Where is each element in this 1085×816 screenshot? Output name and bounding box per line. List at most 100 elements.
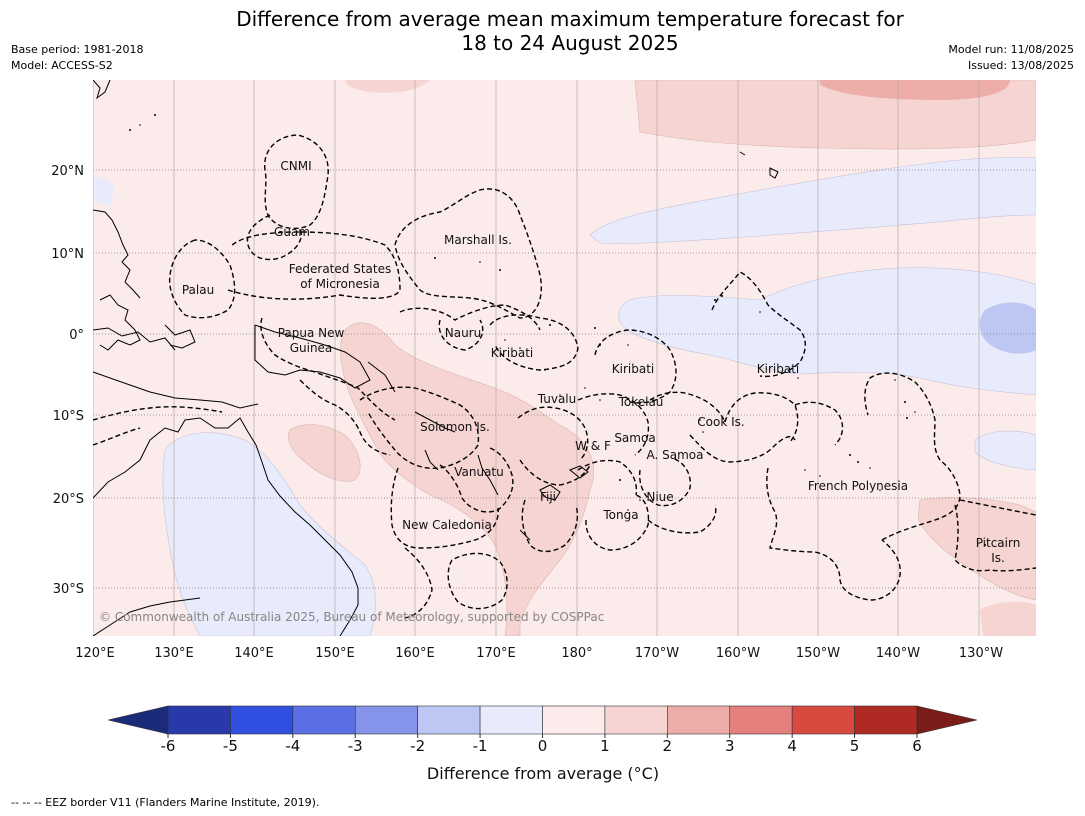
cool-blob-southeast — [974, 430, 1036, 471]
label-kiribati-east: Kiribati — [757, 362, 799, 376]
colorbar-tick-label: -2 — [410, 737, 425, 755]
meridians — [93, 80, 980, 636]
colorbar-label: Difference from average (°C) — [427, 764, 659, 783]
cool-core-east — [979, 302, 1036, 354]
colorbar-tick-label: -4 — [285, 737, 300, 755]
copyright-text: © Commonwealth of Australia 2025, Bureau… — [99, 610, 604, 624]
colorbar-segment — [604, 705, 668, 735]
label-fiji: Fiji — [540, 490, 556, 504]
lat-tick: 20°S — [53, 492, 84, 507]
label-guam: Guam — [274, 225, 310, 239]
lon-tick: 150°E — [315, 646, 355, 661]
model-run-text: Model run: 11/08/2025 — [948, 43, 1074, 56]
small-islands — [129, 114, 986, 546]
lon-tick: 160°E — [395, 646, 435, 661]
colorbar-segment — [354, 705, 418, 735]
label-american-samoa: A. Samoa — [647, 448, 704, 462]
colorbar-tick-label: -1 — [473, 737, 488, 755]
colorbar: -6 -5 -4 -3 -2 -1 0 1 2 3 4 5 6 Difference from aver… — [107, 705, 978, 783]
lat-tick: 30°S — [53, 582, 84, 597]
lat-tick: 10°S — [53, 409, 84, 424]
colorbar-tick-label: 0 — [538, 737, 548, 755]
lat-tick: 10°N — [51, 247, 84, 262]
label-niue: Niue — [646, 490, 673, 504]
warm-patch-north-core — [820, 80, 1010, 100]
label-kiribati-west: Kiribati — [491, 346, 533, 360]
lon-tick: 150°W — [796, 646, 840, 661]
label-fsm-line2: of Micronesia — [300, 277, 380, 291]
colorbar-tick-label: 5 — [850, 737, 860, 755]
issued-text: Issued: 13/08/2025 — [967, 59, 1074, 72]
colorbar-segment — [479, 705, 543, 735]
map-title-line2: 18 to 24 August 2025 — [461, 31, 679, 55]
label-new-caledonia: New Caledonia — [402, 518, 492, 532]
eez-footnote: -- -- -- EEZ border V11 (Flanders Marine… — [11, 796, 320, 809]
cool-band-equator — [618, 267, 1036, 396]
region-labels: CNMI Guam Marshall Is. Federated States … — [182, 159, 1020, 565]
parallels — [93, 169, 1036, 589]
coastlines — [93, 80, 779, 636]
colorbar-tick-label: 1 — [600, 737, 610, 755]
colorbar-segment — [292, 705, 356, 735]
label-tonga: Tonga — [602, 508, 638, 522]
lon-tick: 140°W — [876, 646, 920, 661]
colorbar-tick-label: -3 — [348, 737, 363, 755]
warm-patch-southeast-small — [980, 601, 1036, 636]
lon-tick: 170°E — [476, 646, 516, 661]
label-kiribati-central: Kiribati — [612, 362, 654, 376]
colorbar-segment — [167, 705, 231, 735]
colorbar-tick-label: 2 — [663, 737, 673, 755]
label-vanuatu: Vanuatu — [454, 465, 504, 479]
label-png-line2: Guinea — [290, 341, 333, 355]
lon-tick: 180° — [561, 646, 592, 661]
lon-tick: 140°E — [234, 646, 274, 661]
cool-region-australia — [162, 432, 376, 636]
colorbar-segment — [417, 705, 481, 735]
colorbar-tick-label: -5 — [223, 737, 238, 755]
lat-tick: 0° — [69, 328, 84, 343]
lon-tick: 160°W — [716, 646, 760, 661]
cool-region-asia — [93, 175, 115, 205]
colorbar-under-arrow — [107, 705, 169, 735]
lon-tick: 130°E — [154, 646, 194, 661]
base-period-text: Base period: 1981-2018 — [11, 43, 144, 56]
label-tokelau: Tokelau — [618, 395, 664, 409]
colorbar-tick-label: 6 — [912, 737, 922, 755]
label-cook: Cook Is. — [697, 415, 744, 429]
lon-tick-labels: 120°E 130°E 140°E 150°E 160°E 170°E 180°… — [75, 646, 1003, 661]
map-panel: CNMI Guam Marshall Is. Federated States … — [93, 80, 1036, 636]
colorbar-segments — [167, 705, 918, 735]
colorbar-segment — [667, 705, 731, 735]
label-png-line1: Papua New — [278, 326, 345, 340]
colorbar-segment — [542, 705, 606, 735]
lat-tick: 20°N — [51, 164, 84, 179]
label-marshall: Marshall Is. — [444, 233, 512, 247]
lat-tick-labels: 20°N 10°N 0° 10°S 20°S 30°S — [51, 164, 84, 597]
warm-patch-southeast — [917, 497, 1036, 601]
label-cnmi: CNMI — [280, 159, 311, 173]
label-palau: Palau — [182, 283, 214, 297]
lon-tick: 170°W — [635, 646, 679, 661]
colorbar-tick-label: 3 — [725, 737, 735, 755]
lon-tick: 130°W — [959, 646, 1003, 661]
label-french-polynesia: French Polynesia — [808, 479, 908, 493]
label-pitcairn-line2: Is. — [991, 551, 1005, 565]
warm-patch-coral-sea — [288, 424, 361, 482]
cool-band-north — [589, 157, 1036, 244]
colorbar-segment — [854, 705, 918, 735]
eez-borders — [93, 134, 1036, 619]
label-tuvalu: Tuvalu — [537, 392, 577, 406]
model-text: Model: ACCESS-S2 — [11, 59, 113, 72]
colorbar-segment — [791, 705, 855, 735]
meta-left: Base period: 1981-2018 Model: ACCESS-S2 — [11, 42, 143, 74]
colorbar-segment — [729, 705, 793, 735]
colorbar-tick-labels: -6 -5 -4 -3 -2 -1 0 1 2 3 4 5 6 — [161, 734, 922, 755]
colorbar-over-arrow — [916, 705, 978, 735]
label-fsm-line1: Federated States — [289, 262, 391, 276]
colorbar-tick-label: 4 — [787, 737, 797, 755]
label-pitcairn-line1: Pitcairn — [976, 536, 1021, 550]
colorbar-tick-label: -6 — [161, 737, 176, 755]
meta-right: Model run: 11/08/2025 Issued: 13/08/2025 — [948, 42, 1074, 74]
lon-tick: 120°E — [75, 646, 115, 661]
